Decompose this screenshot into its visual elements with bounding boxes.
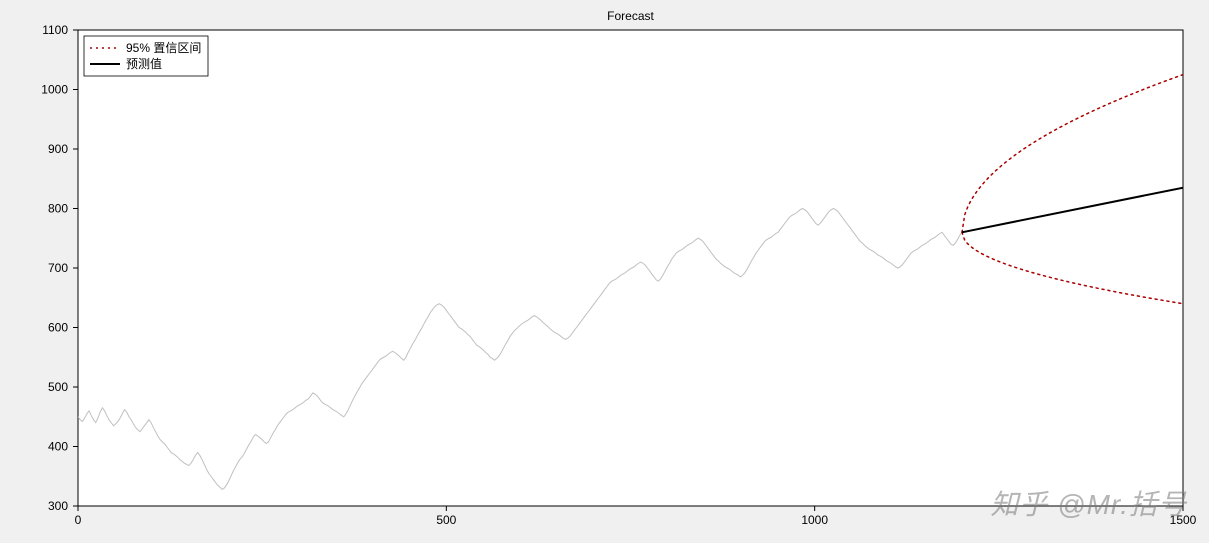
y-tick-label: 1100 [42,23,68,37]
y-tick-label: 700 [48,261,68,275]
x-tick-label: 1500 [1170,513,1197,527]
y-tick-label: 300 [48,499,68,513]
chart-title: Forecast [607,9,654,23]
forecast-chart: Forecast 0 500 1000 1500 300 400 500 600 700 800 90… [0,0,1209,543]
y-tick-label: 400 [48,440,68,454]
y-tick-label: 900 [48,142,68,156]
x-tick-label: 500 [436,513,456,527]
y-tick-label: 600 [48,321,68,335]
figure-container: Forecast 0 500 1000 1500 300 400 500 600 700 800 90… [0,0,1209,543]
legend-label: 预测值 [126,56,162,71]
x-tick-label: 0 [75,513,82,527]
y-tick-label: 800 [48,202,68,216]
y-tick-label: 500 [48,380,68,394]
legend-label: 95% 置信区间 [126,41,201,55]
y-tick-label: 1000 [41,83,68,97]
x-tick-label: 1000 [801,513,828,527]
